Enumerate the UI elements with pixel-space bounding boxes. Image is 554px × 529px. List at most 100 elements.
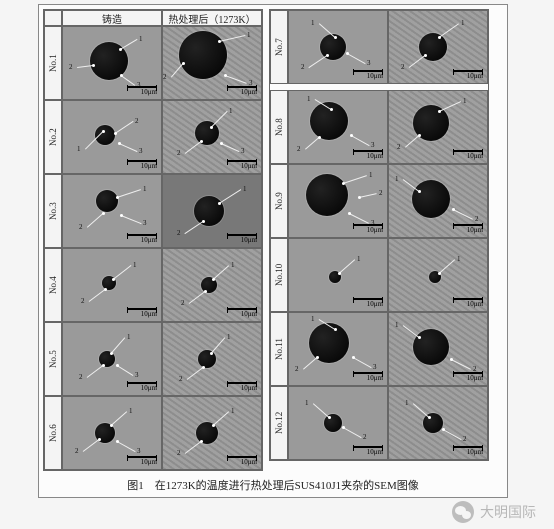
sem-image: 12310μm: [62, 322, 162, 396]
analysis-point-label: 2: [177, 149, 181, 157]
wechat-icon: [452, 501, 474, 523]
row-label: No.1: [44, 26, 62, 100]
analysis-point-label: 1: [139, 35, 143, 43]
analysis-point-label: 3: [367, 59, 371, 67]
inclusion: [306, 174, 348, 216]
inclusion: [96, 190, 118, 212]
sem-grids: 铸造热处理后（1273K）No.112310μm12310μmNo.212310…: [43, 9, 503, 471]
sem-image: 1 10μm: [288, 238, 388, 312]
sem-image: 1 2 10μm: [162, 396, 262, 470]
analysis-point-label: 1: [129, 407, 133, 415]
analysis-point-label: 3: [143, 219, 147, 227]
analysis-point-label: 1: [127, 333, 131, 341]
scale-bar: 10μm: [353, 70, 383, 80]
row-label: No.5: [44, 322, 62, 396]
analysis-point-label: 1: [357, 255, 361, 263]
sem-image: 1 2 10μm: [162, 174, 262, 248]
col-header-cast: 铸造: [62, 10, 162, 26]
sem-image: 1 2 10μm: [162, 322, 262, 396]
analysis-point-label: 2: [301, 63, 305, 71]
analysis-point-label: 2: [75, 447, 79, 455]
scale-bar: 10μm: [453, 446, 483, 456]
sem-image: 1210μm: [162, 248, 262, 322]
analysis-point-label: 2: [181, 299, 185, 307]
analysis-point-label: 1: [395, 175, 399, 183]
inclusion: [198, 350, 216, 368]
scale-bar: 10μm: [127, 234, 157, 244]
grid-left: 铸造热处理后（1273K）No.112310μm12310μmNo.212310…: [43, 9, 263, 471]
scale-bar: 10μm: [353, 298, 383, 308]
sem-image: 12310μm: [288, 90, 388, 164]
analysis-point-label: 1: [305, 399, 309, 407]
sem-image: 110μm: [388, 238, 488, 312]
grid-right: No.712310μm1210μmNo.812310μm1210μmNo.912…: [269, 9, 489, 461]
analysis-point-label: 2: [79, 373, 83, 381]
sem-image: 12310μm: [62, 396, 162, 470]
analysis-point-label: 2: [363, 433, 367, 441]
analysis-point-label: 1: [243, 185, 247, 193]
analysis-point-label: 2: [177, 449, 181, 457]
analysis-point-label: 1: [307, 95, 311, 103]
row-label: No.9: [270, 164, 288, 238]
analysis-point-label: 2: [177, 229, 181, 237]
figure-panel: 铸造热处理后（1273K）No.112310μm12310μmNo.212310…: [38, 4, 508, 498]
scale-bar: 10μm: [453, 372, 483, 382]
scale-bar: 10μm: [453, 70, 483, 80]
sem-image: 1210μm: [288, 386, 388, 460]
analysis-point-label: 1: [369, 171, 373, 179]
scale-bar: 10μm: [353, 150, 383, 160]
sem-image: 1210μm: [388, 312, 488, 386]
analysis-point-label: 3: [137, 447, 141, 455]
scale-bar: 10μm: [127, 308, 157, 318]
sem-image: 12310μm: [288, 164, 388, 238]
analysis-point-label: 2: [297, 145, 301, 153]
analysis-point-label: 3: [241, 147, 245, 155]
figure-caption: 图1 在1273K的温度进行热处理后SUS410J1夹杂的SEM图像: [43, 477, 503, 493]
analysis-point-label: 1: [247, 31, 251, 39]
sem-image: 1210μm: [388, 90, 488, 164]
scale-bar: 10μm: [127, 382, 157, 392]
scale-bar: 10μm: [227, 456, 257, 466]
row-label: No.6: [44, 396, 62, 470]
watermark-text: 大明国际: [480, 502, 536, 522]
scale-bar: 10μm: [227, 382, 257, 392]
sem-image: 12310μm: [162, 26, 262, 100]
sem-image: 1210μm: [388, 10, 488, 84]
analysis-point-label: 2: [295, 365, 299, 373]
analysis-point-label: 1: [457, 255, 461, 263]
row-label: No.12: [270, 386, 288, 460]
scale-bar: 10μm: [227, 234, 257, 244]
scale-bar: 10μm: [127, 160, 157, 170]
header-blank: [44, 10, 62, 26]
analysis-point-label: 2: [379, 189, 383, 197]
sem-image: 1210μm: [388, 386, 488, 460]
analysis-point-label: 2: [463, 435, 467, 443]
analysis-point-label: 3: [373, 363, 377, 371]
analysis-point-label: 2: [163, 73, 167, 81]
analysis-point-label: 1: [77, 145, 81, 153]
sem-image: 1 2 3 10μm: [288, 10, 388, 84]
analysis-point-label: 1: [231, 407, 235, 415]
row-label: No.7: [270, 10, 288, 84]
sem-image: 1210μm: [388, 164, 488, 238]
inclusion: [412, 180, 450, 218]
analysis-point-label: 1: [227, 333, 231, 341]
sem-image: 12310μm: [288, 312, 388, 386]
analysis-point-label: 1: [395, 321, 399, 329]
watermark: 大明国际: [452, 501, 536, 523]
scale-bar: 10μm: [127, 86, 157, 96]
analysis-point-label: 1: [311, 19, 315, 27]
analysis-point-label: 2: [69, 63, 73, 71]
analysis-point-label: 1: [229, 107, 233, 115]
scale-bar: 10μm: [453, 224, 483, 234]
scale-bar: 10μm: [227, 308, 257, 318]
sem-image: 1210μm: [62, 248, 162, 322]
analysis-point-label: 1: [143, 185, 147, 193]
analysis-point-label: 1: [463, 97, 467, 105]
analysis-point-label: 1: [461, 19, 465, 27]
analysis-point-label: 3: [139, 147, 143, 155]
sem-image: 12310μm: [62, 26, 162, 100]
analysis-point-label: 2: [179, 375, 183, 383]
inclusion: [194, 196, 224, 226]
row-label: No.4: [44, 248, 62, 322]
